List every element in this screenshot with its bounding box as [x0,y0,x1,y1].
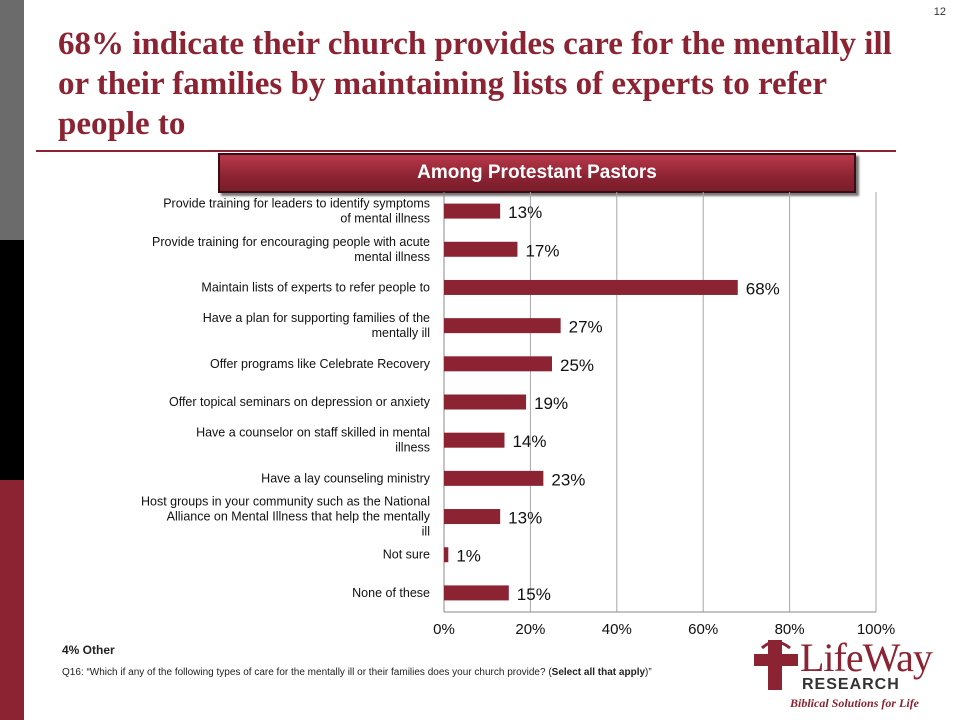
bar [444,318,561,334]
footnote-prefix: Q16: “Which if any of the following type… [62,667,552,678]
logo-brand: LifeWay [800,635,933,680]
x-tick-label: 100% [857,621,895,638]
bar [444,279,738,295]
category-label: Provide training for leaders to identify… [163,197,430,226]
category-label: Have a counselor on staff skilled in men… [196,426,430,455]
side-strip-top [0,0,24,240]
bar [444,394,527,410]
bar [444,547,449,563]
bar [444,509,501,525]
bar [444,241,518,257]
data-label: 27% [569,318,603,337]
category-label: Have a lay counseling ministry [261,471,431,485]
title-divider [36,150,896,152]
data-label: 17% [525,241,559,260]
data-label: 14% [512,432,546,451]
page-number: 12 [933,6,946,18]
logo-research: RESEARCH [802,676,900,693]
category-label: Have a plan for supporting families of t… [203,311,430,340]
category-label: Host groups in your community such as th… [141,495,431,539]
category-label: Not sure [383,548,430,562]
x-tick-label: 60% [688,621,718,638]
x-tick-label: 0% [433,621,455,638]
category-label: Offer topical seminars on depression or … [169,395,431,409]
data-label: 68% [746,279,780,298]
data-label: 23% [551,470,585,489]
data-label: 19% [534,394,568,413]
cross-logo-icon [754,640,798,690]
data-label: 1% [456,547,481,566]
bar [444,356,552,372]
x-tick-label: 80% [775,621,805,638]
data-label: 15% [517,585,551,604]
category-label: Offer programs like Celebrate Recovery [210,357,431,371]
footnote-bold: Select all that apply [551,667,646,678]
lifeway-logo: LifeWay RESEARCH Biblical Solutions for … [752,634,952,714]
bar [444,470,544,486]
x-tick-label: 20% [515,621,545,638]
other-note: 4% Other [62,643,115,657]
data-label: 13% [508,509,542,528]
data-label: 13% [508,203,542,222]
category-label: Maintain lists of experts to refer peopl… [201,280,430,294]
bar [444,585,509,601]
side-strip-bottom [0,480,24,720]
footnote-suffix: )” [645,667,652,678]
x-tick-label: 40% [602,621,632,638]
bar [444,203,501,219]
logo-tagline: Biblical Solutions for Life [790,696,920,710]
question-footnote: Q16: “Which if any of the following type… [62,666,712,680]
bar [444,432,505,448]
category-label: None of these [352,586,430,600]
side-strip-middle [0,240,24,480]
chart-banner: Among Protestant Pastors [218,153,856,193]
slide-title: 68% indicate their church provides care … [58,26,892,142]
data-label: 25% [560,356,594,375]
category-label: Provide training for encouraging people … [152,235,430,264]
